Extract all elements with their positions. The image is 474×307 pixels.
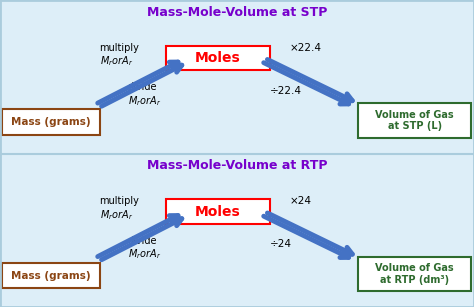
FancyBboxPatch shape — [358, 257, 471, 291]
Text: Moles: Moles — [195, 204, 241, 219]
Text: ×24: ×24 — [289, 196, 311, 206]
Text: $M_r orA_r$: $M_r orA_r$ — [100, 208, 133, 222]
Text: Volume of Gas
at STP (L): Volume of Gas at STP (L) — [375, 110, 454, 131]
Text: divide: divide — [128, 83, 157, 92]
Text: Moles: Moles — [195, 51, 241, 65]
Text: Mass (grams): Mass (grams) — [11, 117, 91, 127]
Text: Mass-Mole-Volume at RTP: Mass-Mole-Volume at RTP — [147, 159, 327, 172]
Text: Volume of Gas
at RTP (dm³): Volume of Gas at RTP (dm³) — [375, 263, 454, 285]
FancyBboxPatch shape — [166, 199, 270, 224]
Text: Mass-Mole-Volume at STP: Mass-Mole-Volume at STP — [147, 6, 327, 19]
Text: $M_r orA_r$: $M_r orA_r$ — [128, 247, 161, 261]
Text: ÷24: ÷24 — [270, 239, 292, 249]
Text: divide: divide — [128, 236, 157, 246]
Text: ×22.4: ×22.4 — [289, 43, 321, 52]
Text: Mass (grams): Mass (grams) — [11, 270, 91, 281]
Text: $M_r orA_r$: $M_r orA_r$ — [100, 55, 133, 68]
Text: multiply: multiply — [100, 196, 139, 206]
FancyBboxPatch shape — [2, 263, 100, 288]
Text: ÷22.4: ÷22.4 — [270, 86, 302, 95]
FancyBboxPatch shape — [166, 46, 270, 70]
Text: multiply: multiply — [100, 43, 139, 52]
FancyBboxPatch shape — [358, 103, 471, 138]
FancyBboxPatch shape — [2, 109, 100, 135]
Text: $M_r orA_r$: $M_r orA_r$ — [128, 94, 161, 107]
